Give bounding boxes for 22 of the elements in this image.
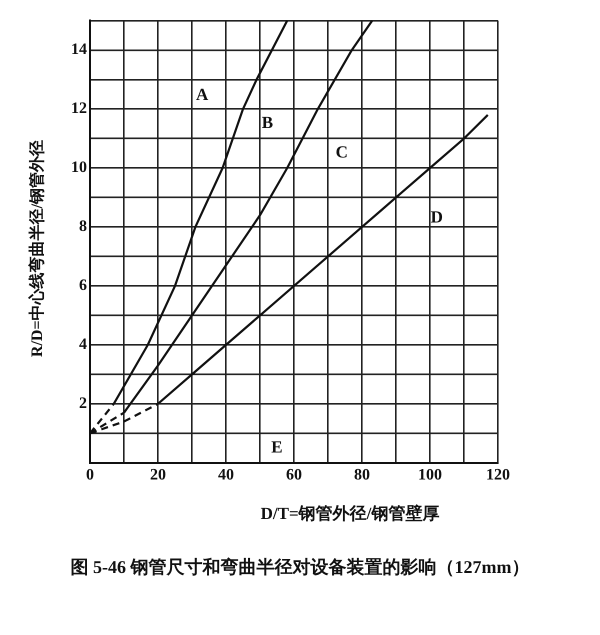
x-tick-label: 60 [286, 466, 302, 484]
x-tick-label: 100 [418, 466, 442, 484]
x-tick-label: 40 [218, 466, 234, 484]
y-tick-label: 8 [79, 218, 87, 236]
x-tick-label: 20 [150, 466, 166, 484]
y-tick-label: 14 [71, 41, 87, 58]
y-tick-label: 6 [79, 277, 87, 294]
annotation: D [430, 208, 443, 227]
text: 图 5-46 钢管尺寸和弯曲半径对设备装置的影响（127mm） [70, 556, 530, 579]
annotation: E [271, 438, 283, 457]
annotation: B [262, 113, 274, 132]
y-tick-label: 2 [79, 394, 87, 412]
x-tick-label: 80 [354, 466, 370, 484]
annotation: C [336, 142, 348, 162]
y-axis-title: R/D=中心线弯曲半径/钢管外径 [28, 139, 48, 357]
x-tick-label: 0 [86, 466, 94, 484]
annotation: A [196, 85, 210, 104]
x-axis-title: D/T=钢管外径/钢管壁厚 [260, 503, 440, 525]
y-tick-label: 10 [71, 159, 87, 176]
y-tick-label: 12 [71, 100, 87, 118]
x-tick-label: 120 [486, 466, 510, 484]
y-tick-label: 4 [79, 336, 87, 354]
